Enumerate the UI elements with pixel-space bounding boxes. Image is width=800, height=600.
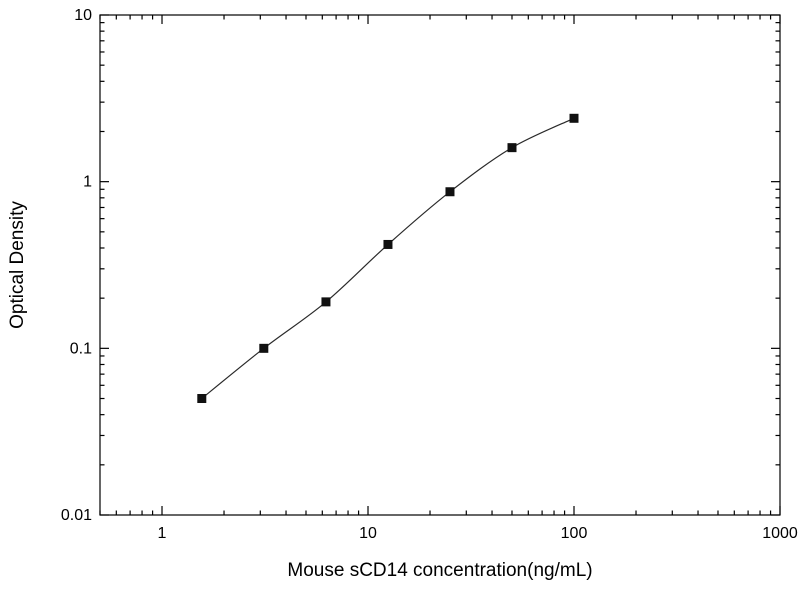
y-tick-label: 0.01 bbox=[61, 507, 92, 524]
data-point-marker bbox=[507, 143, 517, 153]
data-point-marker bbox=[569, 113, 579, 123]
data-point-marker bbox=[445, 187, 455, 197]
data-point-marker bbox=[321, 297, 331, 307]
plot-frame bbox=[99, 14, 781, 516]
data-point-marker bbox=[383, 239, 393, 249]
fitted-curve bbox=[201, 117, 575, 399]
x-tick-label: 100 bbox=[561, 525, 588, 542]
y-tick-label: 0.1 bbox=[70, 340, 92, 357]
x-tick-label: 10 bbox=[359, 525, 377, 542]
y-axis-title: Optical Density bbox=[7, 201, 28, 329]
y-tick-label: 10 bbox=[74, 7, 92, 24]
x-axis-title: Mouse sCD14 concentration(ng/mL) bbox=[287, 560, 593, 581]
x-tick-label: 1000 bbox=[762, 525, 798, 542]
y-tick-label: 1 bbox=[83, 174, 92, 191]
data-point-marker bbox=[259, 343, 269, 353]
x-tick-label: 1 bbox=[158, 525, 167, 542]
data-point-marker bbox=[197, 394, 207, 404]
